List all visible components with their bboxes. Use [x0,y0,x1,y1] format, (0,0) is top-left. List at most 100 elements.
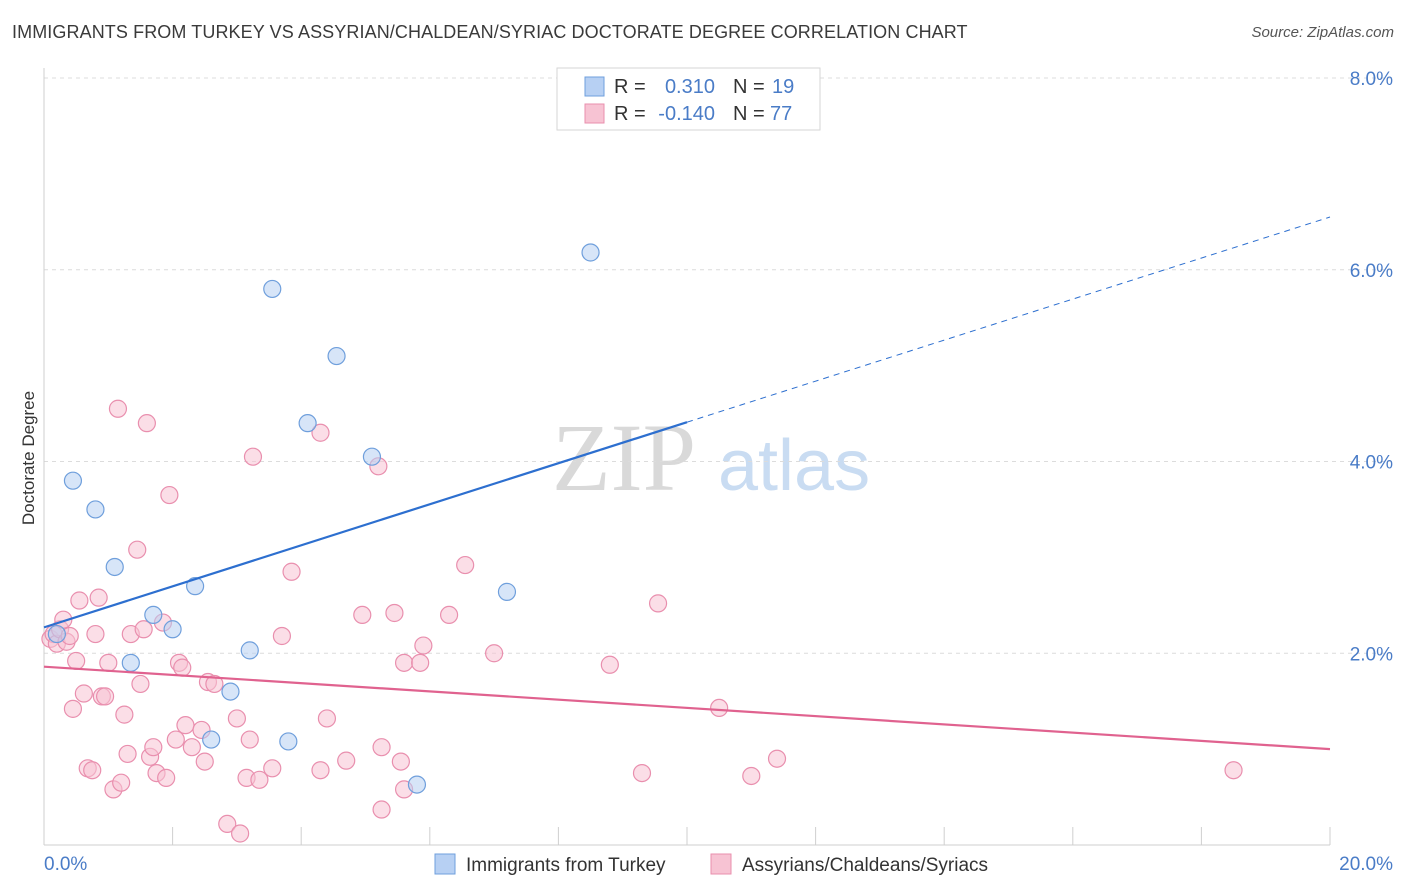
series-turkey-points [47,243,600,794]
point-assyrians [250,770,269,789]
point-assyrians [134,620,153,639]
trend-lines [43,216,1331,751]
point-assyrians [394,653,414,672]
point-assyrians [67,651,86,671]
point-assyrians [311,761,330,780]
y-axis-label: Doctorate Degree [19,391,38,525]
chart-title: IMMIGRANTS FROM TURKEY VS ASSYRIAN/CHALD… [12,22,968,42]
point-assyrians [166,730,185,749]
point-assyrians [144,738,163,757]
point-assyrians [414,636,433,655]
point-assyrians [411,653,430,672]
point-assyrians [231,824,250,843]
bottom-legend-swatch-assyrians [710,853,732,875]
point-turkey [327,346,346,366]
point-assyrians [263,759,282,778]
point-assyrians [205,674,224,694]
point-assyrians [218,814,237,834]
legend-n-value-2: 77 [770,103,792,125]
point-assyrians [456,555,475,575]
point-assyrians [157,768,176,787]
point-assyrians [99,653,118,672]
point-assyrians [128,540,147,559]
point-assyrians [767,749,787,768]
point-turkey [581,243,600,262]
point-turkey [186,577,205,596]
point-assyrians [118,744,137,764]
point-assyrians [353,605,372,625]
point-turkey [362,447,382,466]
point-turkey [279,732,298,751]
point-assyrians [160,485,179,505]
point-turkey [121,653,140,672]
legend-r-value-2: -0.140 [658,103,715,125]
point-turkey [105,557,124,577]
point-assyrians [317,709,337,728]
point-assyrians [439,605,459,625]
point-assyrians [391,752,410,771]
point-assyrians [89,588,108,607]
bottom-legend-swatch-turkey [434,853,456,875]
point-turkey [63,471,83,490]
point-assyrians [742,766,761,786]
legend-n-label-2: N = [733,103,765,125]
point-turkey [86,500,105,519]
point-assyrians [240,730,259,749]
point-turkey [407,775,427,794]
point-assyrians [131,674,150,694]
legend-r-label-1: R = [614,76,646,98]
legend-n-value-1: 19 [772,76,794,98]
top-legend: R = 0.310 N = 19 R = -0.140 N = 77 [556,67,821,131]
point-assyrians [112,773,131,792]
point-assyrians [337,751,356,770]
watermark-atlas: atlas [718,426,870,506]
point-turkey [497,582,517,601]
y-tick-label: 6.0% [1350,261,1393,282]
point-assyrians [600,655,619,674]
point-assyrians [710,698,729,717]
point-assyrians [632,763,652,783]
point-assyrians [372,738,391,757]
point-assyrians [272,626,292,646]
point-assyrians [1224,761,1243,780]
point-assyrians [173,658,192,677]
point-assyrians [311,423,330,442]
point-assyrians [70,591,89,610]
chart-source: Source: ZipAtlas.com [1251,24,1394,41]
x-tick-label-min: 0.0% [44,854,87,875]
point-turkey [202,730,221,749]
trendline-turkey-extension [686,216,1331,423]
trendline-turkey [43,421,688,629]
y-tick-labels: 2.0% 4.0% 6.0% 8.0% [1350,69,1393,665]
bottom-legend-label-turkey: Immigrants from Turkey [466,855,666,876]
bottom-legend: Immigrants from Turkey Assyrians/Chaldea… [434,853,988,876]
point-turkey [298,414,317,433]
y-tick-label: 8.0% [1350,69,1393,90]
series-assyrians-points [41,399,1243,843]
point-assyrians [227,709,246,728]
grid-lines [44,77,1393,654]
legend-r-value-1: 0.310 [665,76,715,98]
point-assyrians [385,603,404,623]
legend-r-label-2: R = [614,103,646,125]
point-assyrians [137,414,156,433]
point-turkey [221,682,240,701]
point-assyrians [282,562,301,581]
y-tick-label: 4.0% [1350,453,1393,474]
point-turkey [263,279,282,299]
point-turkey [240,641,259,660]
point-assyrians [115,705,134,724]
x-ticks [172,827,1331,845]
x-tick-label-max: 20.0% [1339,854,1393,875]
point-assyrians [95,687,115,706]
legend-swatch-assyrians [584,103,605,124]
point-assyrians [86,624,105,644]
point-assyrians [372,800,391,819]
point-assyrians [195,752,214,771]
legend-n-label-1: N = [733,76,765,98]
point-turkey [47,624,66,644]
point-assyrians [176,716,195,735]
trendline-assyrians [43,665,1331,751]
point-assyrians [648,594,668,613]
